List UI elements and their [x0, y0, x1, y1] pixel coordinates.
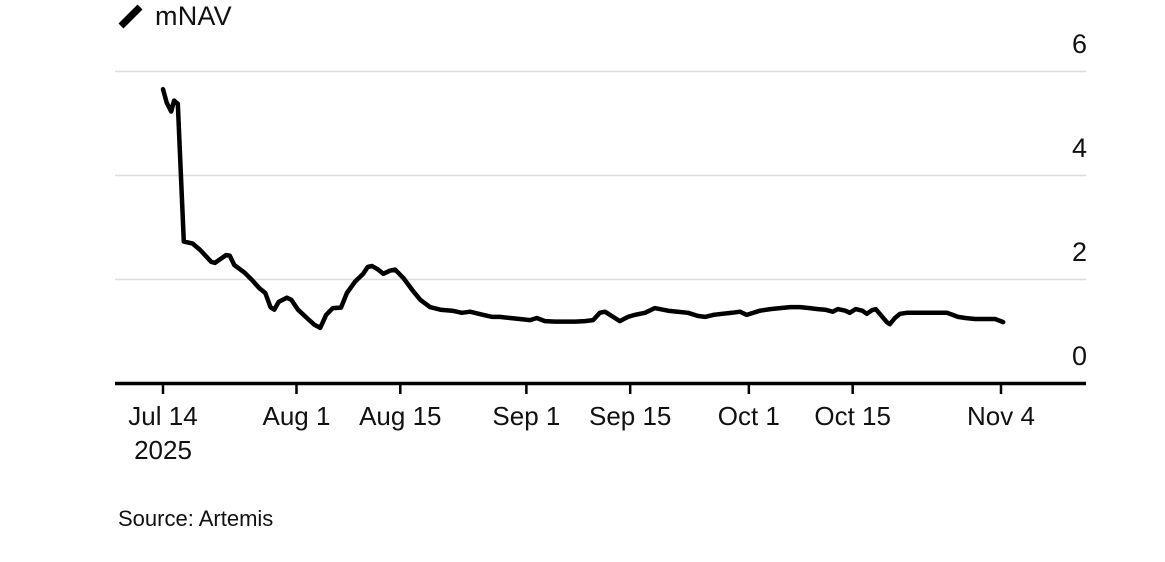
- y-axis-label-2: 2: [1071, 236, 1087, 267]
- mnav-line-path: [160, 86, 1006, 331]
- source-note: Source: Artemis: [118, 506, 274, 531]
- x-axis-label-sep-15: Sep 15: [588, 401, 672, 431]
- x-axis-label-oct-15: Oct 15: [814, 401, 891, 431]
- x-axis-label-aug-1: Aug 1: [262, 401, 331, 431]
- legend: mNAV: [117, 1, 232, 31]
- x-axis-label-sep-1: Sep 1: [492, 401, 561, 431]
- y-axis-label-0: 0: [1071, 340, 1087, 371]
- legend-label: mNAV: [155, 1, 232, 31]
- x-axis-label-jul-14: Jul 14 2025: [128, 401, 198, 465]
- y-axis-label-4: 4: [1071, 132, 1087, 163]
- x-axis-label-oct-1: Oct 1: [717, 401, 780, 431]
- x-axis-label-nov-4: Nov 4: [967, 401, 1035, 431]
- x-axis-label-aug-15: Aug 15: [359, 401, 442, 431]
- y-axis-label-6: 6: [1071, 28, 1087, 59]
- line-series-icon: [118, 4, 143, 28]
